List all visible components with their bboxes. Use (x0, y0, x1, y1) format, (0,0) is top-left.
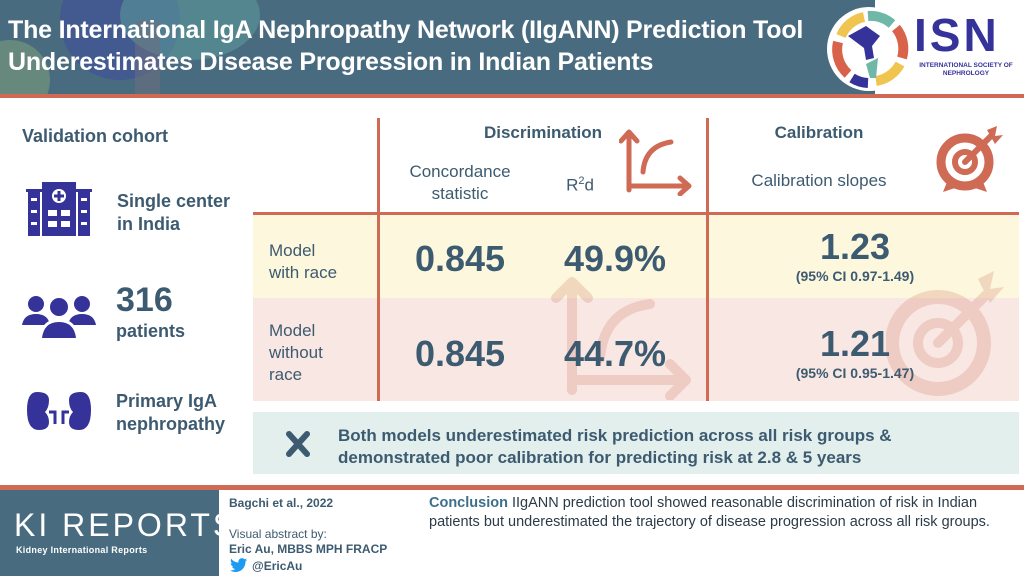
table-divider (706, 118, 709, 401)
discrimination-curve-icon (619, 129, 692, 196)
patient-count: 316 (116, 281, 173, 319)
cohort-site-line2: in India (117, 214, 180, 234)
ci-with-race: (95% CI 0.97-1.49) (795, 268, 915, 284)
concordance-header-line2: statistic (431, 184, 489, 203)
ci-without-race: (95% CI 0.95-1.47) (795, 365, 915, 381)
x-icon (286, 431, 310, 457)
row-label-line: race (269, 365, 303, 384)
slope-without-race: 1.21 (819, 323, 891, 364)
row-label-line: without (269, 343, 323, 362)
table-divider (377, 118, 380, 401)
isn-logo-icon (827, 7, 911, 91)
by-label: Visual abstract by: (229, 527, 327, 541)
row-label-line: Model (269, 321, 316, 340)
slope-with-race: 1.23 (819, 226, 891, 267)
patients-icon (22, 296, 96, 339)
row-label-with-race: Model with race (269, 240, 337, 284)
calibration-target-icon (936, 126, 1003, 192)
cohort-site-line1: Single center (117, 191, 231, 211)
page-title: The International IgA Nephropathy Networ… (8, 16, 804, 76)
conclusion-label: Conclusion (429, 495, 508, 511)
calibration-slopes-header: Calibration slopes (751, 171, 887, 190)
r2d-without-race: 44.7% (563, 333, 667, 374)
journal-name: Kidney International Reports (16, 545, 148, 555)
discrimination-heading: Discrimination (483, 123, 603, 142)
cohort-condition: Primary IgA nephropathy (116, 390, 225, 436)
twitter-icon (230, 558, 248, 573)
journal-logo-background (0, 490, 219, 576)
author: Eric Au, MBBS MPH FRACP (229, 542, 388, 556)
isn-logo-text: ISN (914, 9, 1000, 61)
decorative-shape (135, 20, 160, 95)
table-divider (253, 212, 1019, 215)
finding-text: Both models underestimated risk predicti… (338, 426, 892, 467)
r2d-header: R2d (545, 170, 615, 197)
table-row-with-race (253, 215, 1019, 298)
row-label-line: Model (269, 241, 316, 260)
r2d-header-base: R (566, 175, 579, 195)
concordance-with-race: 0.845 (414, 238, 506, 279)
patient-count-label: patients (116, 321, 186, 341)
citation: Bagchi et al., 2022 (229, 496, 334, 510)
header-divider (0, 94, 1024, 98)
cohort-site: Single center in India (117, 190, 230, 236)
row-label-line: with race (269, 263, 338, 282)
hospital-icon (26, 182, 92, 236)
concordance-without-race: 0.845 (414, 333, 506, 374)
r2d-header-sup: 2 (578, 175, 585, 187)
conclusion-text: IIgANN prediction tool showed reasonable… (429, 495, 990, 530)
conclusion: Conclusion IIgANN prediction tool showed… (429, 494, 1019, 532)
watermark-curve-icon (551, 277, 691, 400)
concordance-header: Concordance statistic (385, 161, 535, 205)
watermark-target-icon (886, 271, 1004, 396)
footer-divider (0, 485, 1024, 490)
isn-logo-subtitle: INTERNATIONAL SOCIETY OF NEPHROLOGY (919, 62, 1013, 77)
cohort-condition-line2: nephropathy (116, 414, 226, 434)
table-row-without-race (253, 298, 1019, 401)
r2d-with-race: 49.9% (563, 238, 667, 279)
r2d-header-tail: d (584, 175, 594, 195)
journal-logo: KI REPORTS (14, 507, 238, 543)
finding-box (253, 412, 1019, 474)
concordance-header-line1: Concordance (409, 162, 511, 181)
calibration-heading: Calibration (774, 123, 864, 142)
cohort-condition-line1: Primary IgA (116, 391, 218, 411)
row-label-without-race: Model without race (269, 320, 323, 386)
cohort-heading: Validation cohort (22, 126, 169, 146)
kidney-icon (27, 392, 91, 430)
twitter-handle[interactable]: @EricAu (252, 559, 303, 573)
